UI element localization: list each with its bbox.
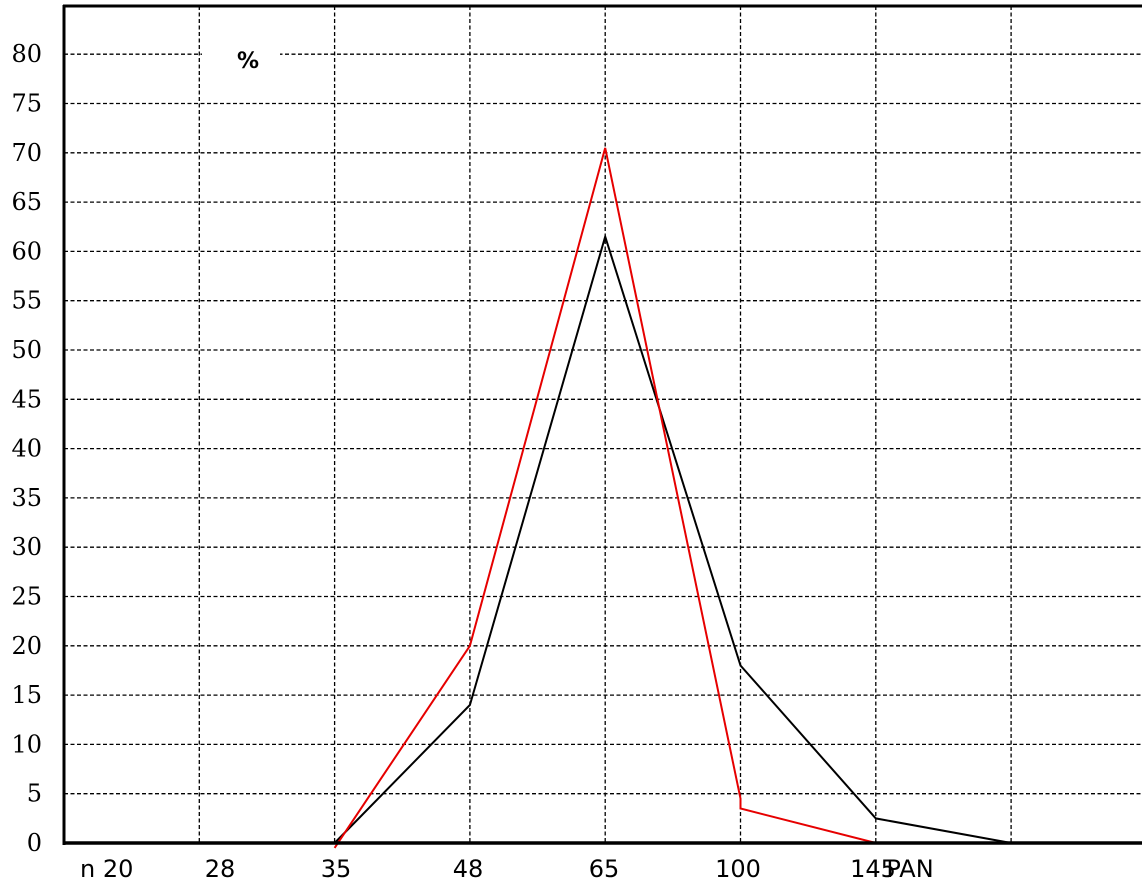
y-tick-label: 80	[11, 40, 42, 68]
unit-label: %	[237, 49, 259, 74]
x-tick-label: n 20	[80, 855, 133, 883]
plot-frame	[62, 4, 1142, 845]
x-tick-label: 35	[321, 855, 352, 883]
series-line-1	[333, 233, 1012, 844]
x-tick-label: 48	[453, 855, 484, 883]
y-tick-label: 70	[11, 139, 42, 167]
y-tick-label: 25	[11, 583, 42, 611]
grid	[64, 6, 1142, 843]
x-tick-label: 145	[850, 855, 896, 883]
y-tick-label: 75	[11, 90, 42, 118]
y-axis-ticks: 0 5 10 15 20 25 30 35 40 45 50 55 60 65 70 75 80	[11, 40, 42, 857]
y-tick-label: 50	[11, 336, 42, 364]
x-tick-label: 100	[715, 855, 761, 883]
unit-label-background	[202, 42, 280, 78]
y-tick-label: 65	[11, 188, 42, 216]
y-tick-label: 0	[27, 829, 42, 857]
x-tick-label: PAN	[886, 855, 933, 883]
y-tick-label: 35	[11, 484, 42, 512]
y-tick-label: 20	[11, 632, 42, 660]
y-tick-label: 55	[11, 287, 42, 315]
y-tick-label: 30	[11, 533, 42, 561]
x-tick-label: 65	[589, 855, 620, 883]
y-tick-label: 5	[27, 780, 42, 808]
y-tick-label: 40	[11, 435, 42, 463]
y-tick-label: 60	[11, 237, 42, 265]
y-tick-label: 45	[11, 385, 42, 413]
y-tick-label: 10	[11, 730, 42, 758]
y-tick-label: 15	[11, 681, 42, 709]
x-tick-label: 28	[205, 855, 236, 883]
